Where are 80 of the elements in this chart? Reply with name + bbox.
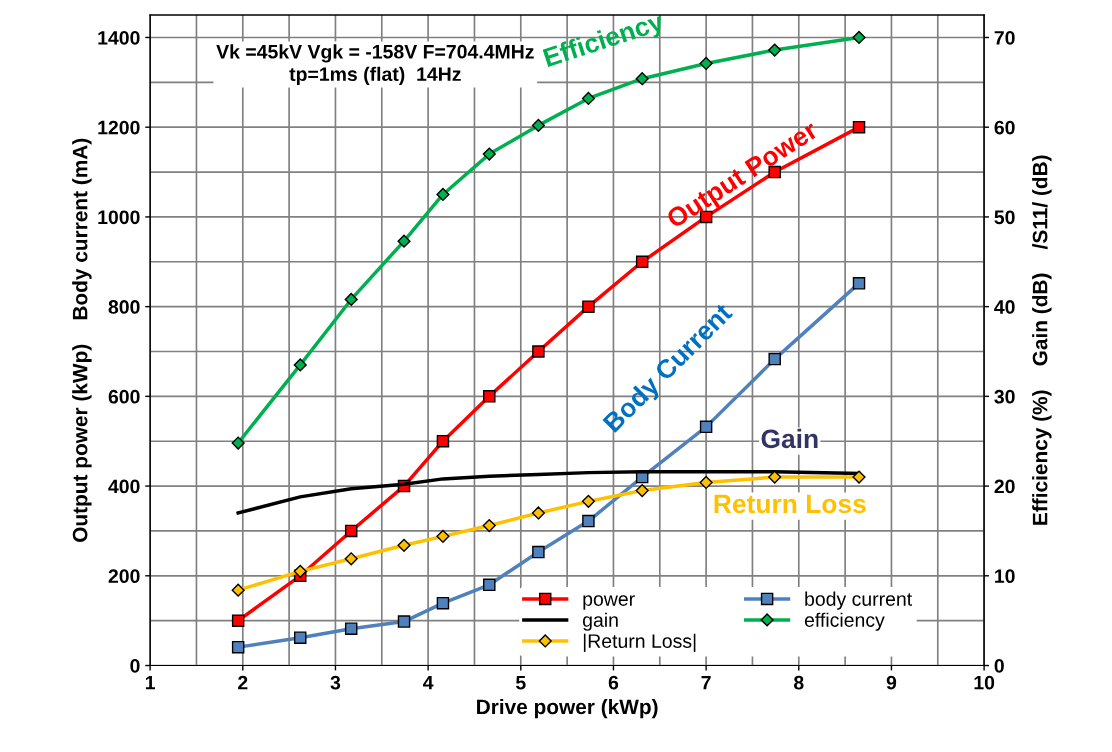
- point: [344, 292, 358, 307]
- y-tick-label: 1000: [98, 210, 140, 225]
- y2-tick-label: 10: [995, 569, 1015, 584]
- x-tick-label: 8: [794, 675, 804, 690]
- x-tick-label: 6: [608, 675, 619, 690]
- point: [852, 120, 866, 134]
- y2-axis-title: Efficiency (%) Gain (dB) /S11/ (dB): [1032, 155, 1052, 525]
- x-tick-label: 3: [330, 675, 341, 690]
- point: [482, 518, 496, 533]
- legend-label: efficiency: [804, 612, 885, 631]
- point: [699, 475, 713, 490]
- x-tick-label: 9: [886, 675, 897, 690]
- y-tick-label: 800: [108, 300, 140, 314]
- y-tick-label: 1400: [98, 30, 140, 45]
- point: [436, 596, 450, 610]
- annotation: Gain: [761, 428, 818, 449]
- point: [582, 514, 595, 528]
- x-tick-label: 2: [238, 675, 248, 690]
- point: [231, 436, 245, 450]
- y-axis-title: Output power (kWp) Body current (mA): [72, 138, 92, 542]
- y2-tick-label: 0: [994, 658, 1004, 673]
- point: [852, 470, 866, 484]
- point: [635, 255, 649, 269]
- point: [768, 470, 782, 484]
- point: [397, 234, 411, 248]
- x-tick-label: 1: [145, 675, 155, 690]
- point: [397, 538, 411, 552]
- y2-tick-label: 50: [994, 210, 1015, 225]
- legend-label: |Return Loss|: [583, 633, 696, 652]
- point: [231, 640, 245, 654]
- point: [635, 483, 649, 498]
- y2-tick-label: 30: [994, 389, 1015, 404]
- point: [852, 30, 866, 45]
- point: [436, 529, 450, 543]
- y2-tick-label: 20: [994, 479, 1015, 494]
- x-tick-label: 5: [515, 675, 526, 690]
- point: [482, 147, 496, 161]
- point: [344, 552, 358, 566]
- y-tick-label: 400: [108, 479, 140, 494]
- point: [581, 494, 596, 508]
- x-axis-title: Drive power (kWp): [477, 698, 658, 719]
- point: [768, 352, 781, 366]
- x-tick-label: 10: [974, 675, 995, 690]
- point: [436, 434, 450, 448]
- y-tick-label: 1200: [98, 120, 140, 135]
- point: [231, 614, 245, 627]
- point: [768, 43, 782, 57]
- point: [532, 345, 545, 358]
- point: [293, 358, 307, 372]
- point: [344, 524, 358, 538]
- point: [635, 72, 649, 86]
- point: [344, 622, 358, 635]
- annotation: Return Loss: [714, 494, 866, 514]
- point: [231, 583, 245, 597]
- legend-label: gain: [582, 612, 618, 631]
- annotation: Vk =45kV Vgk = -158V F=704.4MHz tp=1ms (flat) 14Hz: [216, 44, 534, 85]
- point: [582, 300, 595, 313]
- point: [531, 118, 545, 132]
- point: [293, 631, 307, 644]
- point: [531, 506, 545, 520]
- y2-tick-label: 40: [994, 300, 1015, 314]
- point: [436, 187, 450, 202]
- y-tick-label: 0: [130, 658, 140, 673]
- legend-label: power: [583, 595, 635, 610]
- point: [483, 390, 496, 403]
- x-tick-label: 7: [701, 675, 711, 690]
- legend-label: body current: [805, 591, 912, 610]
- point: [852, 277, 866, 290]
- x-tick-label: 4: [423, 675, 434, 690]
- point: [581, 91, 596, 106]
- point: [483, 578, 496, 592]
- y2-tick-label: 60: [994, 120, 1015, 135]
- y2-tick-label: 70: [994, 30, 1015, 45]
- point: [293, 564, 307, 578]
- point: [397, 615, 411, 628]
- y-tick-label: 600: [108, 389, 140, 404]
- point: [699, 56, 713, 71]
- y-tick-label: 200: [108, 569, 140, 584]
- point: [532, 545, 545, 559]
- point: [699, 420, 713, 434]
